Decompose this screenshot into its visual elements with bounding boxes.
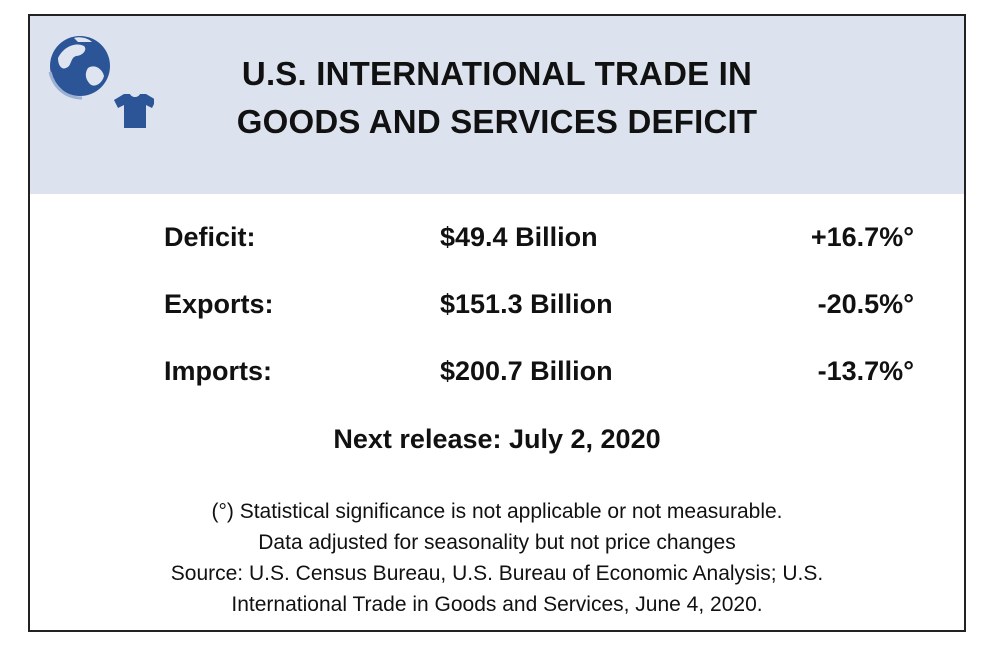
stat-value: $200.7 Billion bbox=[440, 356, 613, 386]
next-release: Next release: July 2, 2020 bbox=[333, 424, 661, 454]
page-title: U.S. INTERNATIONAL TRADE IN GOODS AND SE… bbox=[30, 50, 964, 146]
stat-change: -13.7%° bbox=[817, 356, 914, 386]
stat-change: +16.7%° bbox=[810, 222, 914, 252]
footnote-line-2: Data adjusted for seasonality but not pr… bbox=[258, 531, 736, 554]
stat-label: Deficit: bbox=[164, 222, 256, 252]
header-icons bbox=[44, 28, 154, 128]
footnote-line-3: Source: U.S. Census Bureau, U.S. Bureau … bbox=[170, 562, 824, 585]
tshirt-icon bbox=[114, 94, 154, 128]
footnotes: (°) Statistical significance is not appl… bbox=[30, 496, 964, 620]
stats-table: Deficit: $49.4 Billion +16.7%° Exports: … bbox=[30, 222, 964, 423]
globe-icon bbox=[48, 36, 154, 128]
stat-label: Exports: bbox=[164, 289, 274, 319]
card-header: U.S. INTERNATIONAL TRADE IN GOODS AND SE… bbox=[30, 16, 964, 194]
title-line-1: U.S. INTERNATIONAL TRADE IN bbox=[241, 55, 753, 92]
stat-row-imports: Imports: $200.7 Billion -13.7%° bbox=[30, 356, 964, 423]
stat-row-deficit: Deficit: $49.4 Billion +16.7%° bbox=[30, 222, 964, 289]
stat-value: $151.3 Billion bbox=[440, 289, 613, 319]
stat-value: $49.4 Billion bbox=[440, 222, 598, 252]
stat-change: -20.5%° bbox=[817, 289, 914, 319]
trade-deficit-card: U.S. INTERNATIONAL TRADE IN GOODS AND SE… bbox=[28, 14, 966, 632]
footnote-line-1: (°) Statistical significance is not appl… bbox=[211, 500, 783, 523]
stat-label: Imports: bbox=[164, 356, 272, 386]
title-line-2: GOODS AND SERVICES DEFICIT bbox=[236, 103, 758, 140]
stat-row-exports: Exports: $151.3 Billion -20.5%° bbox=[30, 289, 964, 356]
footnote-line-4: International Trade in Goods and Service… bbox=[231, 593, 763, 616]
